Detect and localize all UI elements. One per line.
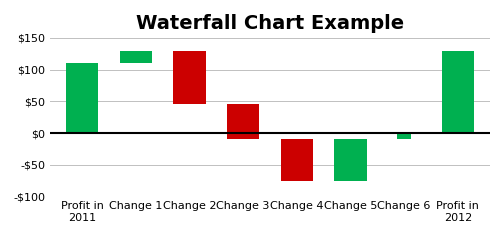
Bar — [398, 133, 411, 139]
Bar — [66, 63, 98, 133]
Bar — [174, 50, 206, 105]
Bar — [227, 105, 260, 139]
Title: Waterfall Chart Example: Waterfall Chart Example — [136, 14, 404, 34]
Bar — [120, 50, 152, 63]
Bar — [334, 139, 366, 181]
Bar — [280, 139, 313, 181]
Bar — [442, 50, 474, 133]
